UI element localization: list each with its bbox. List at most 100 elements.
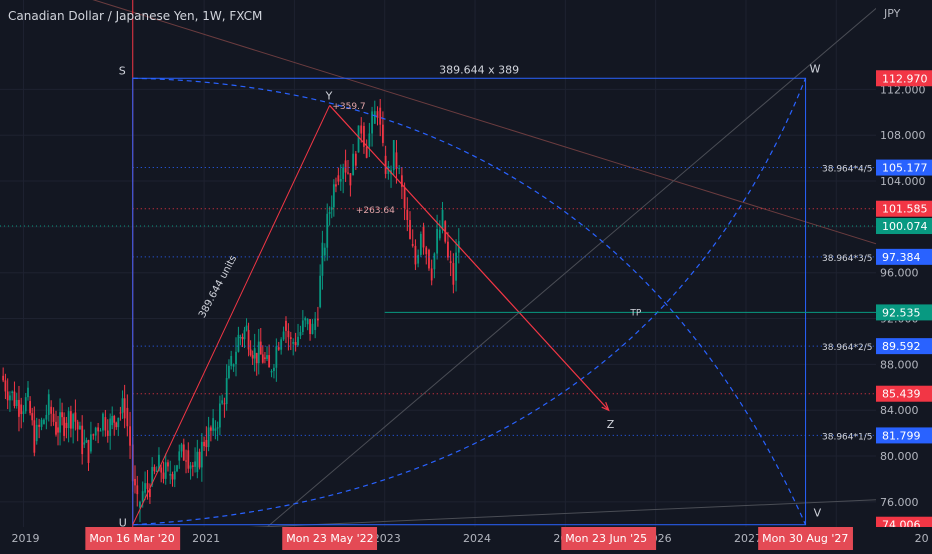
fib-level-label: 38.964*4/5 [822, 165, 872, 175]
candle-body [129, 426, 131, 446]
time-axis[interactable]: 20192021202220232024202520262027202820Mo… [0, 527, 932, 550]
drawings [0, 0, 876, 527]
candle-body [153, 466, 156, 472]
candle-body [79, 425, 81, 430]
price-label-text: 100.074 [882, 220, 928, 233]
candle-body [382, 124, 384, 143]
chart-title: Canadian Dollar / Japanese Yen, 1W, FXCM [8, 9, 262, 23]
price-label-box [876, 200, 932, 217]
candle-body [237, 334, 240, 352]
price-label-text: 101.585 [882, 203, 928, 216]
candle-body [113, 415, 116, 423]
candle-body [47, 394, 50, 415]
candle-body [235, 351, 237, 365]
candle-body [266, 355, 268, 359]
candle-body [433, 253, 436, 270]
candle-body [339, 179, 342, 182]
candle-body [452, 263, 455, 285]
date-marker-text: Mon 23 Jun '25 [565, 532, 647, 545]
candle-body [15, 399, 18, 407]
point-label-z: Z [607, 418, 615, 431]
candle-body [52, 413, 55, 422]
candle-body [76, 421, 79, 430]
price-tick-label: 104.000 [880, 175, 926, 188]
candle-body [425, 247, 428, 255]
candle-body [253, 348, 256, 359]
candle-body [245, 325, 248, 331]
candle-body [330, 207, 333, 210]
candle-body [141, 491, 144, 502]
candle-body [207, 427, 210, 448]
candle-body [282, 331, 285, 340]
candle-body [287, 330, 290, 338]
candle-body [13, 391, 16, 407]
candle-body [297, 336, 299, 346]
candle-body [182, 444, 185, 461]
candle-body [169, 474, 172, 476]
time-tick-label: 20 [915, 532, 929, 545]
fib-level-label: 38.964*3/5 [822, 254, 872, 264]
candle-body [176, 465, 178, 472]
wave-line-uy [132, 105, 331, 525]
candle-body [24, 397, 27, 412]
candle-body [306, 319, 309, 325]
candle-body [63, 417, 66, 436]
candle-body [191, 465, 194, 467]
candle-body [57, 427, 59, 433]
price-label-box [876, 427, 932, 444]
price-tick-label: 84.000 [880, 404, 919, 417]
candle-body [173, 471, 176, 480]
candle-body [277, 347, 280, 350]
candle-body [363, 126, 365, 147]
candle-body [304, 317, 307, 321]
candle-body [4, 380, 7, 392]
candle-body [406, 209, 409, 220]
change-label: +359.7 [332, 102, 365, 112]
candle-body [268, 355, 271, 368]
gann-box [132, 77, 807, 526]
fib-level-label: 38.964*2/5 [822, 343, 872, 353]
candle-body [27, 387, 29, 398]
candle-body [360, 125, 363, 134]
candle-body [99, 430, 102, 432]
point-label-u: U [119, 517, 127, 530]
candle-body [203, 441, 206, 447]
candle-body [275, 346, 278, 368]
candle-body [2, 375, 5, 381]
date-marker-text: Mon 23 May '22 [286, 532, 373, 545]
price-label-text: 105.177 [882, 162, 928, 175]
candle-body [419, 233, 422, 255]
candle-body [430, 268, 433, 281]
candle-body [59, 412, 61, 433]
candle-body [289, 337, 292, 340]
candle-body [160, 467, 163, 473]
candle-body [187, 450, 190, 469]
candle-body [365, 146, 368, 158]
price-label-box [876, 338, 932, 355]
candle-body [321, 242, 324, 276]
price-label-box [876, 248, 932, 265]
candle-body [347, 172, 349, 174]
candle-body [158, 454, 160, 472]
candle-body [292, 342, 295, 344]
price-axis[interactable]: 72.00076.00080.00084.00088.00092.00096.0… [876, 0, 932, 554]
candle-body [449, 261, 452, 264]
candle-body [69, 411, 72, 429]
time-axis-background [0, 527, 932, 550]
candle-body [257, 341, 260, 364]
candle-body [67, 411, 70, 429]
candle-body [368, 133, 371, 147]
price-tick-label: 76.000 [880, 496, 919, 509]
trend-line-descending [92, 0, 932, 262]
candle-body [50, 406, 53, 414]
candle-body [151, 466, 154, 485]
candle-body [55, 421, 57, 435]
candle-body [123, 398, 126, 419]
point-label-s: S [119, 64, 126, 77]
candle-body [354, 153, 357, 166]
candle-body [109, 418, 112, 436]
candle-body [371, 111, 373, 134]
candle-body [221, 400, 224, 404]
